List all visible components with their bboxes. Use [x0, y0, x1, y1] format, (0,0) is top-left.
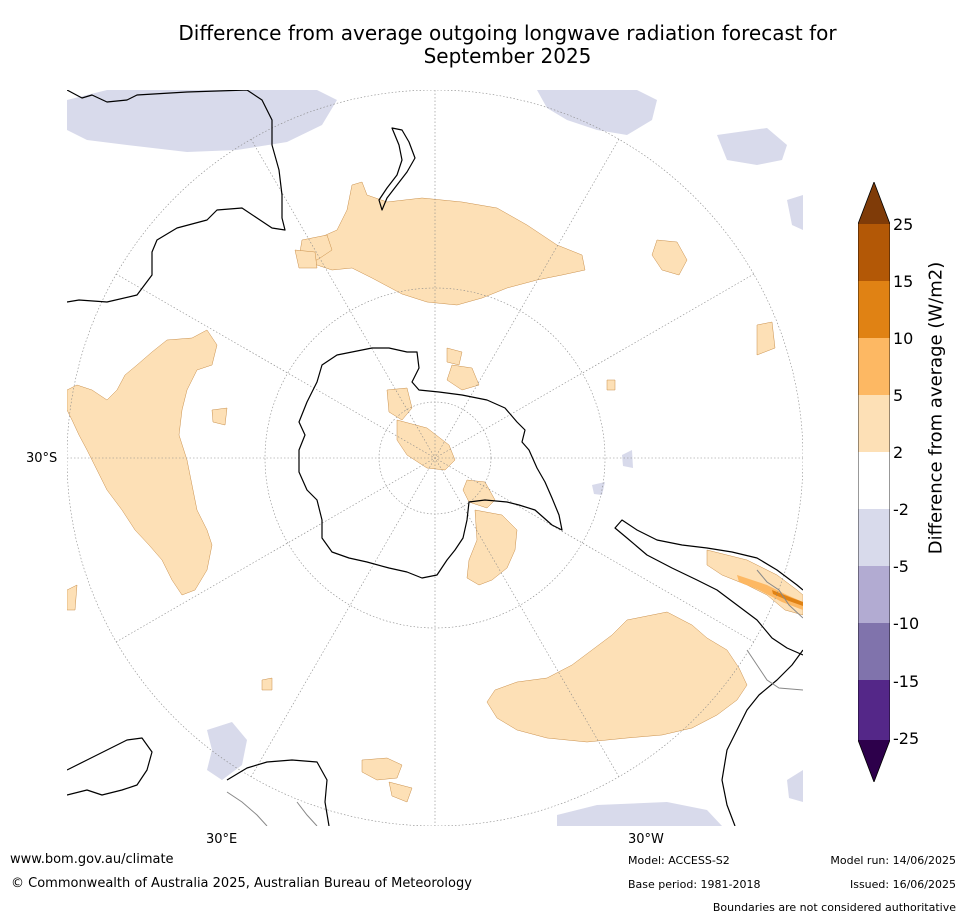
coastlines: [67, 90, 803, 826]
anomaly-patch: [756, 321, 776, 356]
anomaly-patch: [772, 590, 803, 606]
boundary-line: [746, 649, 803, 691]
anomaly-patch: [261, 677, 273, 691]
anomaly-patch: [67, 90, 337, 152]
anomaly-patch: [486, 611, 748, 743]
colorbar-tick: 10: [893, 329, 914, 348]
anomaly-patch: [207, 722, 247, 780]
anomaly-patch: [606, 379, 616, 391]
footer-model-run: Model run: 14/06/2025: [830, 854, 956, 867]
colorbar-segment-lt-25: [858, 740, 890, 782]
colorbar: [857, 180, 891, 784]
anomaly-patch: [386, 387, 413, 421]
colorbar-label: Difference from average (W/m2): [925, 261, 947, 555]
new-zealand-coast: [378, 127, 416, 211]
colorbar-tick: 25: [893, 215, 914, 234]
africa-coast: [226, 759, 330, 826]
anomaly-patch: [396, 419, 456, 471]
anomaly-patch: [466, 509, 518, 586]
anomaly-patch: [592, 482, 605, 495]
colorbar-tick: -5: [893, 557, 909, 576]
graticule: [67, 90, 803, 826]
colorbar-segment: [858, 281, 890, 338]
africa-coast: [67, 737, 153, 796]
longitude-label-30e: 30°E: [206, 832, 238, 847]
negative-anomaly-regions: [67, 90, 803, 826]
anomaly-patch: [361, 757, 403, 781]
colorbar-segment: [858, 509, 890, 566]
colorbar-tick: -10: [893, 614, 920, 633]
colorbar-tick: 15: [893, 272, 914, 291]
anomaly-patch: [557, 802, 722, 826]
title-line-2: September 2025: [423, 44, 592, 68]
footer-copyright: © Commonwealth of Australia 2025, Austra…: [11, 876, 472, 891]
south-america-coast: [721, 649, 803, 826]
latitude-label-30s: 30°S: [26, 451, 58, 466]
colorbar-tick: -25: [893, 729, 920, 748]
anomaly-patch: [622, 450, 633, 468]
footer-base-period: Base period: 1981-2018: [628, 878, 761, 891]
colorbar-tick: 2: [893, 443, 904, 462]
longitude-label-30w: 30°W: [628, 832, 664, 847]
title-line-1: Difference from average outgoing longwav…: [178, 21, 837, 45]
colorbar-tick: -15: [893, 672, 920, 691]
colorbar-segment: [858, 224, 890, 281]
anomaly-patch: [294, 249, 318, 269]
anomaly-patch: [306, 181, 586, 306]
meridian: [115, 273, 755, 643]
colorbar-segment: [858, 338, 890, 395]
positive-anomaly-regions: [67, 181, 803, 803]
anomaly-patch: [67, 584, 78, 611]
anomaly-patch: [211, 407, 228, 426]
australia-coast: [67, 90, 286, 303]
anomaly-patch: [446, 364, 480, 391]
colorbar-segment: [858, 623, 890, 680]
anomaly-patch: [446, 347, 463, 366]
anomaly-patch: [651, 239, 688, 276]
colorbar-tick: -2: [893, 500, 909, 519]
boundary-line: [296, 801, 318, 826]
chart-title: Difference from average outgoing longwav…: [120, 22, 895, 68]
colorbar-segment: [858, 452, 890, 509]
footer-model: Model: ACCESS-S2: [628, 854, 730, 867]
polar-map: [67, 90, 803, 826]
anomaly-patch: [67, 329, 218, 596]
colorbar-segment: [858, 395, 890, 452]
latitude-circle: [264, 287, 606, 629]
anomaly-patch: [787, 770, 803, 802]
anomaly-patch: [462, 479, 496, 509]
footer-url[interactable]: www.bom.gov.au/climate: [10, 852, 174, 867]
boundary-line: [756, 569, 803, 619]
anomaly-patch: [388, 781, 413, 803]
footer-disclaimer: Boundaries are not considered authoritat…: [712, 901, 956, 914]
colorbar-segment: [858, 680, 890, 740]
antarctica-coast: [298, 347, 563, 579]
footer-issued: Issued: 16/06/2025: [849, 878, 956, 891]
colorbar-tick: 5: [893, 386, 904, 405]
anomaly-patch: [537, 90, 657, 135]
anomaly-patch: [787, 195, 803, 230]
colorbar-segment: [858, 566, 890, 623]
country-boundaries: [226, 569, 803, 826]
colorbar-segment-gt25: [858, 182, 890, 224]
south-america-coast: [614, 519, 803, 656]
anomaly-patch: [717, 128, 787, 165]
boundary-line: [226, 791, 268, 826]
